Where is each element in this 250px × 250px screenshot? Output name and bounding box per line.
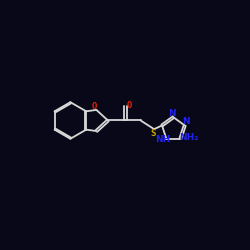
Text: O: O [91,102,97,111]
Text: S: S [150,129,156,138]
Text: N: N [168,109,176,118]
Text: O: O [127,100,132,110]
Text: NH: NH [155,135,170,144]
Text: N: N [182,118,190,126]
Text: NH₂: NH₂ [180,133,199,142]
